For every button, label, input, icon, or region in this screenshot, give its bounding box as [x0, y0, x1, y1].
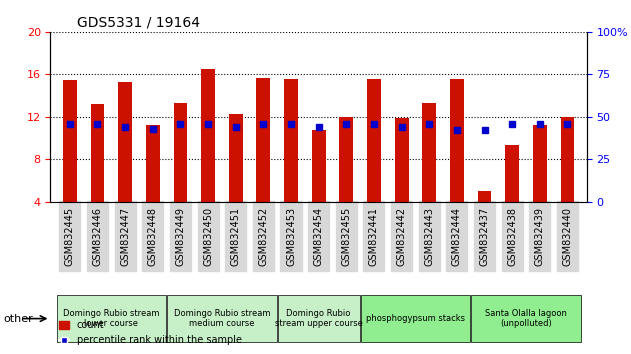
FancyBboxPatch shape	[471, 295, 581, 342]
Bar	[533, 125, 546, 244]
Bar	[63, 80, 77, 244]
Bar	[146, 125, 160, 244]
FancyBboxPatch shape	[361, 295, 470, 342]
Bar	[339, 117, 353, 244]
Bar	[91, 104, 104, 244]
Bar	[229, 114, 243, 244]
Bar	[422, 103, 436, 244]
Bar	[118, 82, 132, 244]
Bar	[256, 78, 270, 244]
Bar	[478, 191, 492, 244]
Bar	[505, 145, 519, 244]
Text: Domingo Rubio stream
medium course: Domingo Rubio stream medium course	[174, 309, 270, 328]
Legend: count, percentile rank within the sample: count, percentile rank within the sample	[56, 316, 245, 349]
FancyBboxPatch shape	[57, 295, 166, 342]
Bar	[367, 79, 381, 244]
Bar	[450, 79, 464, 244]
Text: Santa Olalla lagoon
(unpolluted): Santa Olalla lagoon (unpolluted)	[485, 309, 567, 328]
Bar	[312, 130, 326, 244]
Text: other: other	[3, 314, 33, 324]
Bar	[174, 103, 187, 244]
Text: phosphogypsum stacks: phosphogypsum stacks	[366, 314, 465, 323]
Bar	[201, 69, 215, 244]
Bar	[284, 79, 298, 244]
FancyBboxPatch shape	[167, 295, 276, 342]
Text: Domingo Rubio stream
lower course: Domingo Rubio stream lower course	[63, 309, 160, 328]
FancyBboxPatch shape	[278, 295, 360, 342]
Bar	[394, 118, 408, 244]
Bar	[560, 117, 574, 244]
Text: GDS5331 / 19164: GDS5331 / 19164	[78, 15, 200, 29]
Text: Domingo Rubio
stream upper course: Domingo Rubio stream upper course	[274, 309, 363, 328]
